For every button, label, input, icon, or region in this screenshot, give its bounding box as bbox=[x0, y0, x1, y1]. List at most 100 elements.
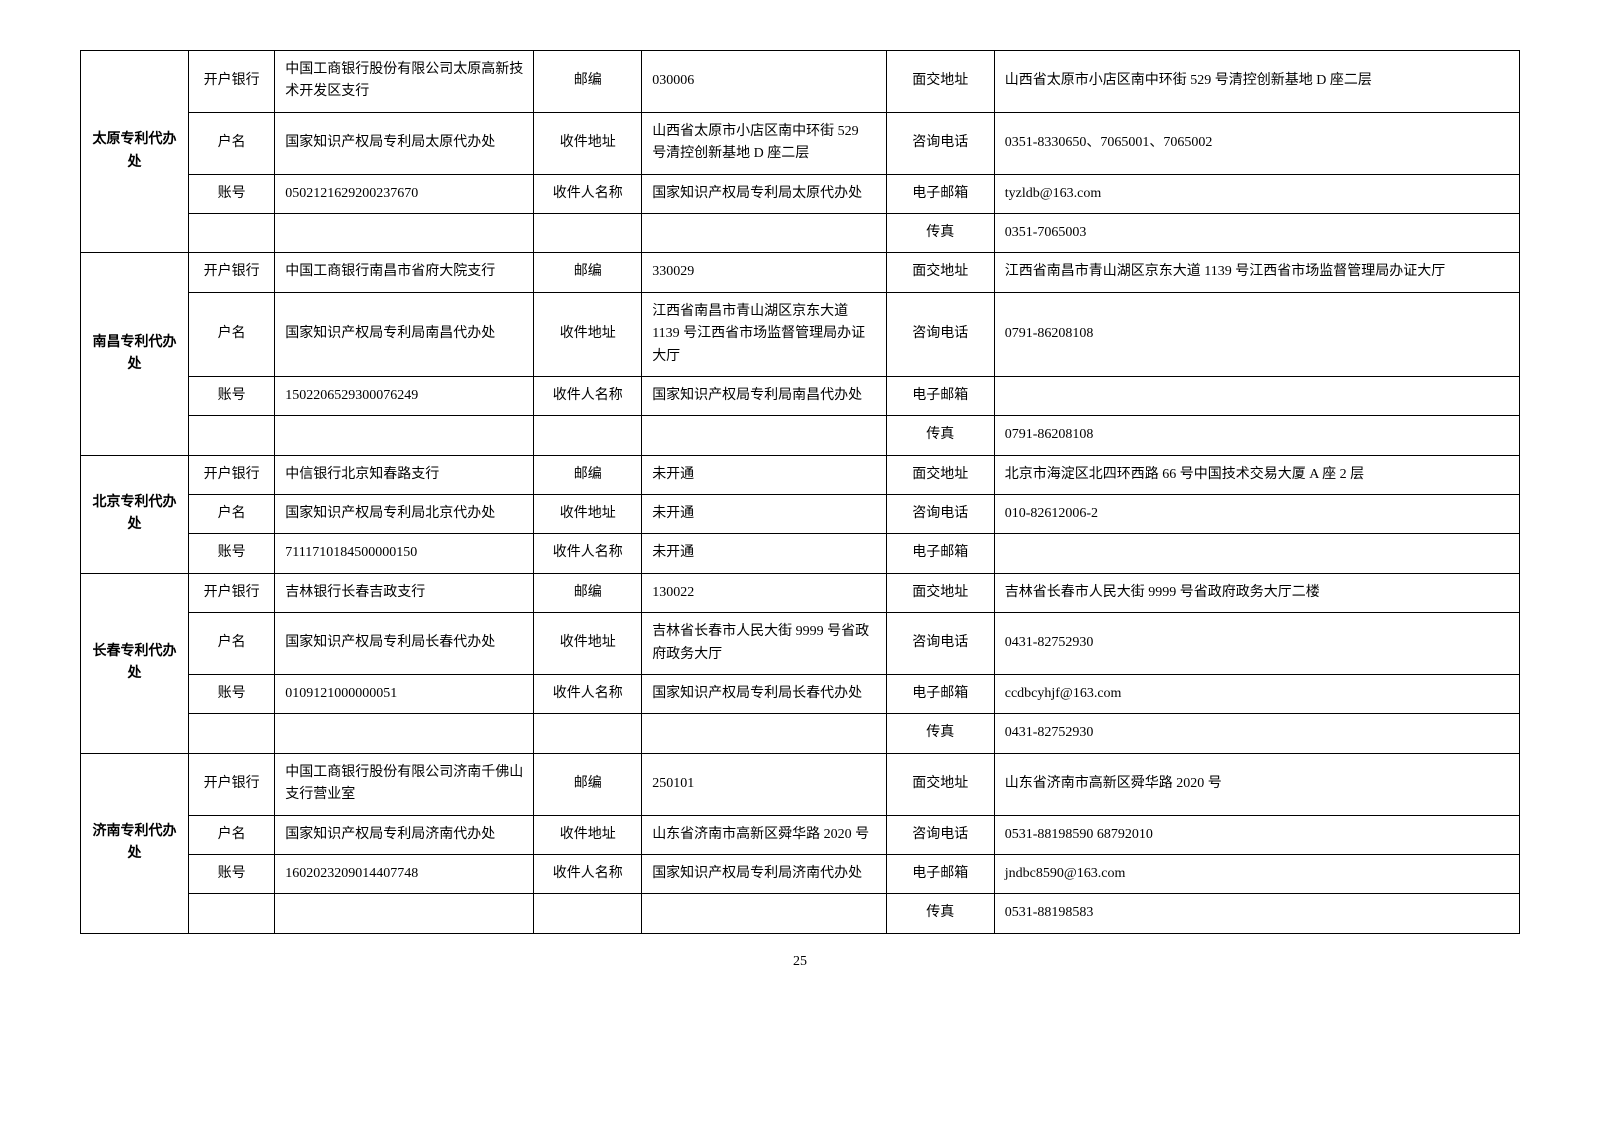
val-recv-name: 国家知识产权局专利局长春代办处 bbox=[642, 675, 887, 714]
label-visit-addr: 面交地址 bbox=[886, 573, 994, 612]
table-row: 账号0502121629200237670收件人名称国家知识产权局专利局太原代办… bbox=[81, 174, 1520, 213]
val-visit-addr: 山西省太原市小店区南中环街 529 号清控创新基地 D 座二层 bbox=[994, 51, 1519, 113]
val-phone: 0431-82752930 bbox=[994, 613, 1519, 675]
val-email bbox=[994, 376, 1519, 415]
val-bank: 吉林银行长春吉政支行 bbox=[275, 573, 534, 612]
empty-cell bbox=[275, 894, 534, 933]
table-row: 太原专利代办处开户银行中国工商银行股份有限公司太原高新技术开发区支行邮编0300… bbox=[81, 51, 1520, 113]
label-fax: 传真 bbox=[886, 213, 994, 252]
table-row: 账号1502206529300076249收件人名称国家知识产权局专利局南昌代办… bbox=[81, 376, 1520, 415]
empty-cell bbox=[188, 213, 274, 252]
table-row: 传真0351-7065003 bbox=[81, 213, 1520, 252]
label-postcode: 邮编 bbox=[534, 753, 642, 815]
label-acct-no: 账号 bbox=[188, 675, 274, 714]
label-fax: 传真 bbox=[886, 714, 994, 753]
val-postcode: 130022 bbox=[642, 573, 887, 612]
label-postcode: 邮编 bbox=[534, 455, 642, 494]
label-bank: 开户银行 bbox=[188, 51, 274, 113]
val-visit-addr: 山东省济南市高新区舜华路 2020 号 bbox=[994, 753, 1519, 815]
val-phone: 010-82612006-2 bbox=[994, 495, 1519, 534]
val-acct-name: 国家知识产权局专利局济南代办处 bbox=[275, 815, 534, 854]
label-recv-name: 收件人名称 bbox=[534, 376, 642, 415]
empty-cell bbox=[534, 714, 642, 753]
empty-cell bbox=[534, 416, 642, 455]
empty-cell bbox=[642, 714, 887, 753]
label-visit-addr: 面交地址 bbox=[886, 455, 994, 494]
label-phone: 咨询电话 bbox=[886, 112, 994, 174]
label-visit-addr: 面交地址 bbox=[886, 253, 994, 292]
label-visit-addr: 面交地址 bbox=[886, 753, 994, 815]
table-row: 账号1602023209014407748收件人名称国家知识产权局专利局济南代办… bbox=[81, 854, 1520, 893]
val-email: ccdbcyhjf@163.com bbox=[994, 675, 1519, 714]
table-row: 户名国家知识产权局专利局南昌代办处收件地址江西省南昌市青山湖区京东大道 1139… bbox=[81, 292, 1520, 376]
office-table: 太原专利代办处开户银行中国工商银行股份有限公司太原高新技术开发区支行邮编0300… bbox=[80, 50, 1520, 934]
label-email: 电子邮箱 bbox=[886, 534, 994, 573]
label-recv-addr: 收件地址 bbox=[534, 112, 642, 174]
empty-cell bbox=[642, 416, 887, 455]
val-fax: 0791-86208108 bbox=[994, 416, 1519, 455]
label-visit-addr: 面交地址 bbox=[886, 51, 994, 113]
val-acct-no: 0502121629200237670 bbox=[275, 174, 534, 213]
label-email: 电子邮箱 bbox=[886, 854, 994, 893]
empty-cell bbox=[188, 416, 274, 455]
label-postcode: 邮编 bbox=[534, 573, 642, 612]
office-name: 太原专利代办处 bbox=[81, 51, 189, 253]
label-email: 电子邮箱 bbox=[886, 675, 994, 714]
val-recv-addr: 山东省济南市高新区舜华路 2020 号 bbox=[642, 815, 887, 854]
table-row: 传真0531-88198583 bbox=[81, 894, 1520, 933]
label-email: 电子邮箱 bbox=[886, 376, 994, 415]
val-phone: 0791-86208108 bbox=[994, 292, 1519, 376]
val-bank: 中国工商银行南昌市省府大院支行 bbox=[275, 253, 534, 292]
val-acct-name: 国家知识产权局专利局长春代办处 bbox=[275, 613, 534, 675]
label-recv-name: 收件人名称 bbox=[534, 675, 642, 714]
val-recv-name: 国家知识产权局专利局太原代办处 bbox=[642, 174, 887, 213]
label-postcode: 邮编 bbox=[534, 51, 642, 113]
empty-cell bbox=[642, 894, 887, 933]
val-recv-name: 国家知识产权局专利局济南代办处 bbox=[642, 854, 887, 893]
label-acct-no: 账号 bbox=[188, 376, 274, 415]
label-postcode: 邮编 bbox=[534, 253, 642, 292]
label-bank: 开户银行 bbox=[188, 573, 274, 612]
val-visit-addr: 吉林省长春市人民大街 9999 号省政府政务大厅二楼 bbox=[994, 573, 1519, 612]
table-row: 账号0109121000000051收件人名称国家知识产权局专利局长春代办处电子… bbox=[81, 675, 1520, 714]
label-phone: 咨询电话 bbox=[886, 495, 994, 534]
label-fax: 传真 bbox=[886, 416, 994, 455]
label-phone: 咨询电话 bbox=[886, 613, 994, 675]
table-row: 户名国家知识产权局专利局济南代办处收件地址山东省济南市高新区舜华路 2020 号… bbox=[81, 815, 1520, 854]
val-visit-addr: 江西省南昌市青山湖区京东大道 1139 号江西省市场监督管理局办证大厅 bbox=[994, 253, 1519, 292]
val-fax: 0351-7065003 bbox=[994, 213, 1519, 252]
val-fax: 0431-82752930 bbox=[994, 714, 1519, 753]
table-row: 户名国家知识产权局专利局长春代办处收件地址吉林省长春市人民大街 9999 号省政… bbox=[81, 613, 1520, 675]
val-recv-name: 国家知识产权局专利局南昌代办处 bbox=[642, 376, 887, 415]
label-recv-name: 收件人名称 bbox=[534, 534, 642, 573]
table-row: 南昌专利代办处开户银行中国工商银行南昌市省府大院支行邮编330029面交地址江西… bbox=[81, 253, 1520, 292]
label-acct-name: 户名 bbox=[188, 112, 274, 174]
empty-cell bbox=[275, 213, 534, 252]
label-bank: 开户银行 bbox=[188, 253, 274, 292]
page-number: 25 bbox=[80, 954, 1520, 970]
empty-cell bbox=[642, 213, 887, 252]
val-recv-addr: 未开通 bbox=[642, 495, 887, 534]
label-recv-name: 收件人名称 bbox=[534, 854, 642, 893]
val-phone: 0351-8330650、7065001、7065002 bbox=[994, 112, 1519, 174]
val-acct-no: 1502206529300076249 bbox=[275, 376, 534, 415]
val-recv-addr: 吉林省长春市人民大街 9999 号省政府政务大厅 bbox=[642, 613, 887, 675]
label-email: 电子邮箱 bbox=[886, 174, 994, 213]
val-postcode: 330029 bbox=[642, 253, 887, 292]
label-recv-addr: 收件地址 bbox=[534, 495, 642, 534]
label-recv-addr: 收件地址 bbox=[534, 292, 642, 376]
val-postcode: 030006 bbox=[642, 51, 887, 113]
label-acct-no: 账号 bbox=[188, 534, 274, 573]
label-bank: 开户银行 bbox=[188, 455, 274, 494]
val-acct-no: 1602023209014407748 bbox=[275, 854, 534, 893]
label-recv-name: 收件人名称 bbox=[534, 174, 642, 213]
label-phone: 咨询电话 bbox=[886, 815, 994, 854]
empty-cell bbox=[534, 894, 642, 933]
val-recv-addr: 江西省南昌市青山湖区京东大道 1139 号江西省市场监督管理局办证大厅 bbox=[642, 292, 887, 376]
office-name: 北京专利代办处 bbox=[81, 455, 189, 573]
val-visit-addr: 北京市海淀区北四环西路 66 号中国技术交易大厦 A 座 2 层 bbox=[994, 455, 1519, 494]
label-acct-name: 户名 bbox=[188, 292, 274, 376]
val-acct-name: 国家知识产权局专利局太原代办处 bbox=[275, 112, 534, 174]
label-phone: 咨询电话 bbox=[886, 292, 994, 376]
label-acct-name: 户名 bbox=[188, 495, 274, 534]
